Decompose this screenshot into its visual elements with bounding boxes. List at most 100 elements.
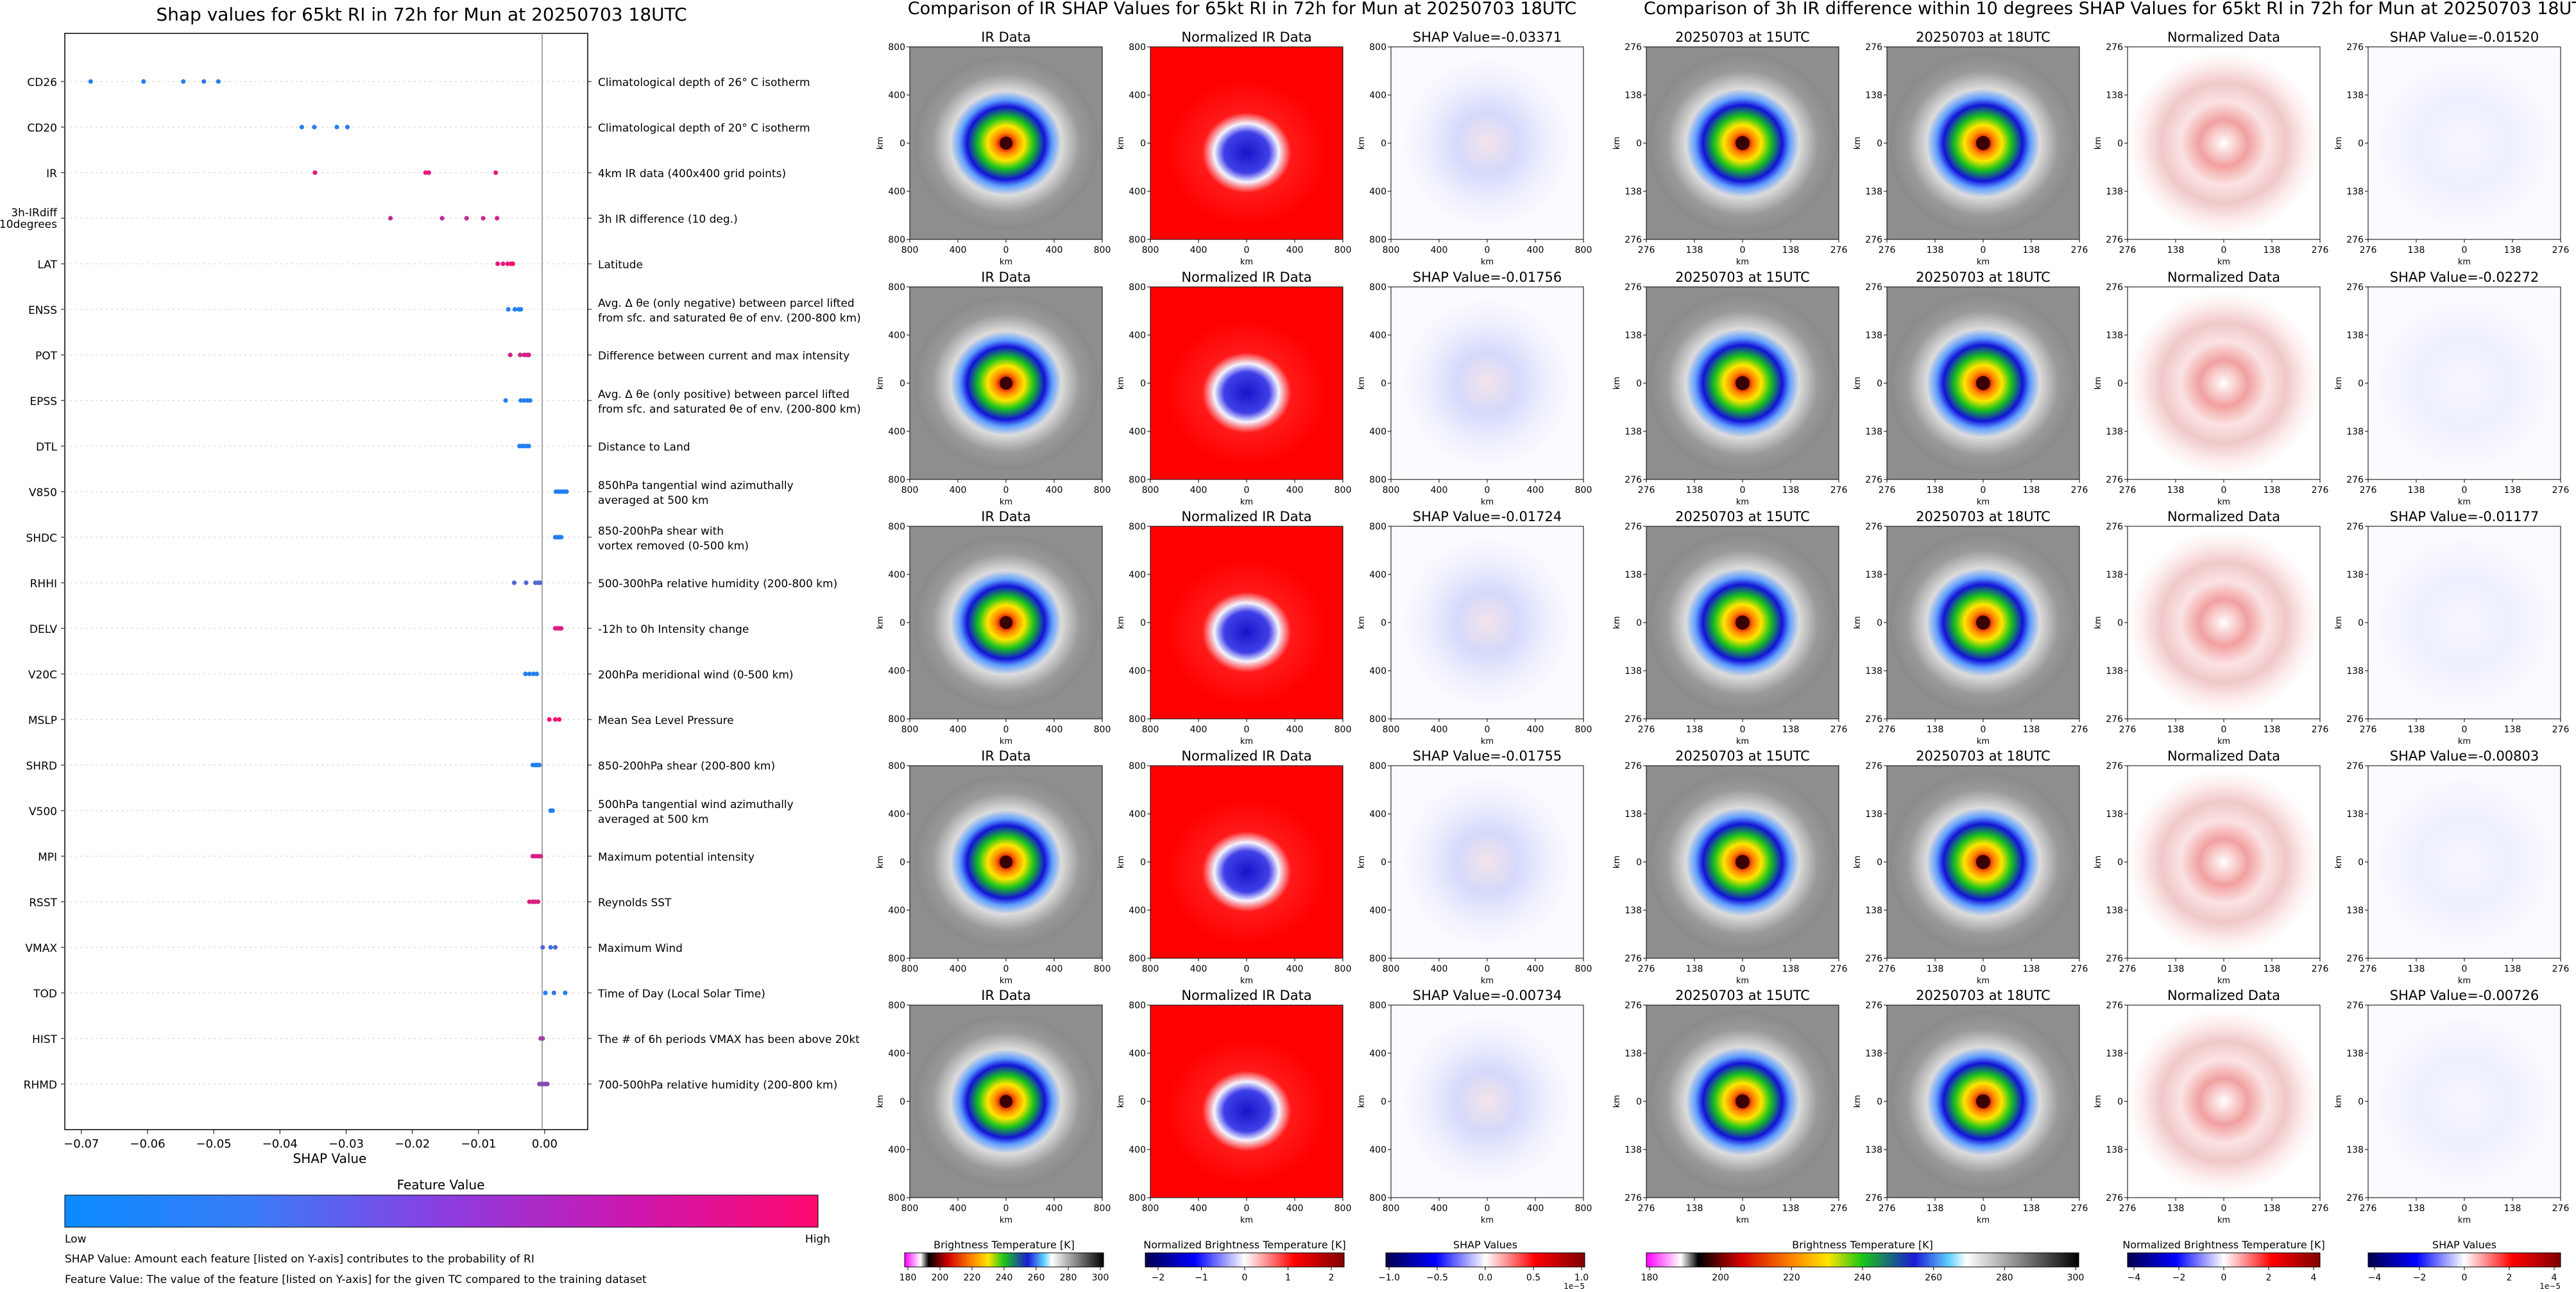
x-axis-label: km: [2458, 257, 2471, 267]
panel-title: Normalized IR Data: [1181, 748, 1311, 764]
shap-point: [559, 626, 564, 631]
x-axis-label: km: [2458, 1216, 2471, 1225]
y-tick-label: 800: [1129, 761, 1146, 771]
y-tick-label: 0: [2117, 379, 2123, 389]
y-axis-label: km: [2094, 377, 2103, 390]
x-tick-label: 800: [1142, 485, 1159, 495]
x-axis-label: km: [2217, 737, 2230, 746]
y-tick-label: 138: [2346, 1049, 2364, 1059]
x-tick-label: 0: [2462, 1203, 2468, 1214]
feature-label: CD20: [27, 122, 57, 135]
feature-label: TOD: [33, 988, 57, 1001]
y-axis-label: km: [1357, 377, 1367, 390]
x-axis-label: km: [1240, 1216, 1253, 1225]
x-tick-label: 276: [1638, 245, 1655, 255]
shap-point: [548, 945, 553, 950]
colorbar-tick-label: 0: [1242, 1273, 1248, 1283]
y-tick-label: 400: [1129, 331, 1146, 341]
y-tick-label: 276: [2346, 475, 2364, 485]
feature-description: Distance to Land: [598, 441, 690, 454]
colorbar-tick-label: 2: [2266, 1273, 2272, 1283]
x-tick-label: 138: [1927, 245, 1944, 255]
y-tick-label: 0: [1636, 379, 1642, 389]
x-tick-label: 276: [2119, 1203, 2137, 1214]
y-tick-label: 276: [1625, 714, 1642, 725]
x-tick-label: 138: [2408, 964, 2425, 974]
shap-point: [543, 990, 548, 995]
y-tick-label: 0: [900, 379, 905, 389]
x-tick-label: −0.07: [64, 1137, 99, 1151]
y-tick-label: 400: [1369, 570, 1386, 580]
diff-colorbars: Brightness Temperature [K]180 200 220 240 26…: [1641, 1239, 2561, 1291]
x-tick-label: 138: [2167, 485, 2185, 495]
panel-title: 20250703 at 15UTC: [1675, 30, 1810, 45]
colorbar-tick-label: −2: [2172, 1273, 2186, 1283]
x-tick-label: 800: [1094, 1203, 1111, 1214]
storm-field: [1166, 798, 1327, 945]
x-axis-label: km: [1000, 737, 1012, 746]
y-tick-label: 138: [2346, 187, 2364, 197]
colorbar: SHAP Values −1.0 −0.5 0.0 0.5 1.01e−5: [1378, 1239, 1589, 1291]
storm-field: [1401, 56, 1574, 230]
shap-point: [334, 125, 339, 130]
x-tick-label: 276: [2360, 485, 2377, 495]
y-tick-label: 138: [1625, 570, 1642, 580]
x-axis-label: km: [1000, 257, 1012, 267]
shap-rows: CD26 Climatological depth of 26° C isothe…: [0, 76, 861, 1092]
panel-title: 20250703 at 18UTC: [1916, 30, 2051, 45]
x-tick-label: 400: [1527, 1203, 1544, 1214]
y-tick-label: 138: [2106, 809, 2123, 820]
x-tick-label: 800: [901, 725, 919, 735]
x-tick-label: 0: [1485, 725, 1490, 735]
y-tick-label: 0: [1381, 857, 1386, 868]
shap-point: [439, 216, 445, 221]
storm-field: [2128, 530, 2320, 715]
y-tick-label: 138: [1625, 90, 1642, 101]
x-tick-label: 400: [1286, 964, 1304, 974]
x-tick-label: 276: [2552, 485, 2570, 495]
y-tick-label: 0: [2358, 379, 2364, 389]
y-tick-label: 138: [2106, 427, 2123, 437]
y-tick-label: 138: [1865, 187, 1882, 197]
panel-title: SHAP Value=-0.01177: [2390, 509, 2539, 524]
colorbar-exponent: 1e−5: [2539, 1282, 2561, 1289]
y-tick-label: 276: [1625, 954, 1642, 964]
x-tick-label: 800: [1094, 725, 1111, 735]
storm-eye: [1976, 616, 1990, 630]
feature-description: Avg. Δ θe (only positive) between parcel…: [598, 388, 849, 401]
x-tick-label: 0: [2221, 1203, 2227, 1214]
x-tick-label: 400: [1046, 485, 1063, 495]
shap-point: [527, 671, 532, 676]
x-tick-label: 276: [2552, 1203, 2570, 1214]
x-tick-label: 138: [1686, 245, 1703, 255]
x-tick-label: 400: [1190, 245, 1207, 255]
colorbar-tick-label: 220: [964, 1273, 981, 1283]
x-tick-label: 0: [1244, 964, 1250, 974]
shap-point: [201, 79, 207, 84]
x-tick-label: 400: [1431, 485, 1448, 495]
y-tick-label: 400: [888, 1049, 905, 1059]
y-tick-label: 400: [1369, 90, 1386, 101]
panel-title: 20250703 at 18UTC: [1916, 270, 2051, 285]
x-tick-label: 400: [1286, 485, 1304, 495]
x-axis-label: km: [1000, 1216, 1012, 1225]
x-axis-label: km: [1481, 1216, 1494, 1225]
colorbar-tick-label: 240: [1854, 1273, 1872, 1283]
colorbar: Normalized Brightness Temperature [K] −2 −…: [1143, 1239, 1346, 1283]
x-axis-label: km: [1240, 737, 1253, 746]
shap-title: Shap values for 65kt RI in 72h for Mun a…: [156, 4, 687, 25]
colorbar-tick-label: 2: [1329, 1273, 1335, 1283]
feature-description: Mean Sea Level Pressure: [598, 714, 734, 727]
feature-description: Maximum potential intensity: [598, 851, 755, 864]
shap-point: [552, 717, 558, 722]
y-tick-label: 276: [2346, 522, 2364, 532]
y-tick-label: 400: [1369, 906, 1386, 916]
shap-point: [557, 717, 562, 722]
y-tick-label: 0: [2358, 1097, 2364, 1107]
y-tick-label: 0: [1381, 618, 1386, 628]
y-tick-label: 800: [1129, 282, 1146, 293]
